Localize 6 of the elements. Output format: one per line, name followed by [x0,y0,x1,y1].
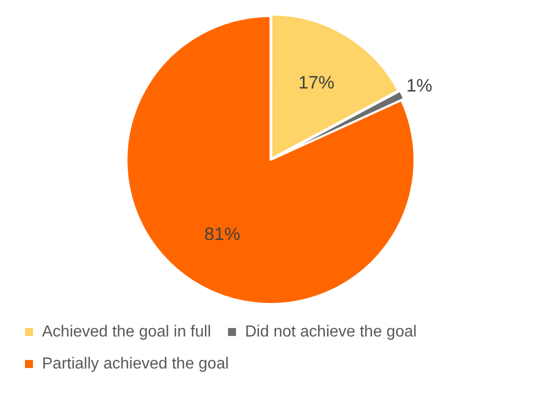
legend-label: Did not achieve the goal [245,323,417,340]
data-label: 1% [406,75,432,96]
legend-label: Partially achieved the goal [42,355,229,372]
data-label: 17% [298,72,334,92]
data-label: 81% [204,224,240,244]
legend-label: Achieved the goal in full [42,323,211,340]
